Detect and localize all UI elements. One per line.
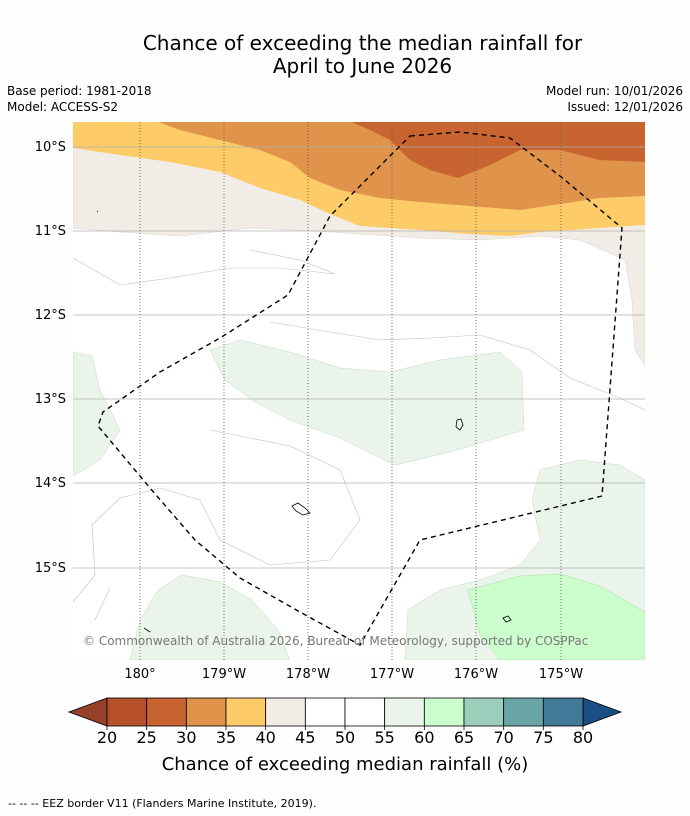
longitude-labels: 180° 179°W 178°W 177°W 176°W 175°W: [124, 667, 583, 682]
lon-label: 180°: [124, 667, 155, 682]
colorbar-tick-label: 30: [176, 728, 196, 747]
colorbar-tick-label: 45: [295, 728, 315, 747]
island-central: [291, 502, 311, 516]
shade-55-60-west: [73, 351, 121, 477]
lon-label: 175°W: [539, 667, 583, 682]
colorbar-segment: [423, 697, 465, 727]
model-name: Model: ACCESS-S2: [7, 100, 119, 114]
base-period: Base period: 1981-2018: [7, 84, 152, 98]
island-southwest: [143, 627, 151, 633]
islands: [96, 210, 512, 633]
colorbar-tick-label: 35: [216, 728, 236, 747]
colorbar-segment: [146, 697, 187, 727]
colorbar-segment: [304, 697, 346, 727]
lon-label: 179°W: [202, 667, 246, 682]
colorbar-segment: [463, 697, 505, 727]
colorbar-segment: [106, 697, 148, 727]
colorbar-tick-label: 20: [97, 728, 117, 747]
colorbar-tick-label: 60: [414, 728, 434, 747]
colorbar-tick-label: 75: [533, 728, 553, 747]
colorbar-segment: [503, 697, 544, 727]
colorbar-tick-label: 25: [136, 728, 156, 747]
colorbar-segment: [265, 697, 306, 727]
colorbar-over-arrow: [582, 697, 623, 727]
island-south: [502, 615, 512, 623]
island-east: [455, 418, 464, 431]
colorbar-title: Chance of exceeding median rainfall (%): [161, 754, 529, 775]
issued-date: Issued: 12/01/2026: [567, 100, 683, 114]
colorbar-tick-label: 40: [255, 728, 275, 747]
model-run: Model run: 10/01/2026: [545, 84, 683, 98]
latitude-labels: 10°S 11°S 12°S 13°S 14°S 15°S: [35, 140, 66, 576]
footer-note: -- -- -- EEZ border V11 (Flanders Marine…: [8, 797, 317, 810]
copyright-text: © Commonwealth of Australia 2026, Bureau…: [83, 634, 588, 648]
lon-label: 178°W: [286, 667, 330, 682]
colorbar-segment: [225, 697, 267, 727]
colorbar-tick-label: 65: [454, 728, 474, 747]
lat-label: 10°S: [35, 140, 66, 155]
contour-lines: [73, 249, 645, 621]
colorbar-segment: [384, 697, 425, 727]
shade-25-30: [352, 122, 645, 178]
shade-55-60-southwest: [129, 574, 291, 660]
eez-border: [97, 131, 623, 646]
shade-55-60-central: [209, 339, 525, 466]
lon-label: 176°W: [454, 667, 498, 682]
probability-shading: [73, 122, 645, 660]
colorbar-under-arrow: [67, 697, 108, 727]
lat-label: 14°S: [35, 476, 66, 491]
colorbar-tick-label: 80: [573, 728, 593, 747]
colorbar-tick-label: 70: [493, 728, 513, 747]
colorbar-tick-label: 55: [374, 728, 394, 747]
lat-label: 15°S: [35, 561, 66, 576]
island-north: [96, 210, 99, 213]
colorbar-segment: [185, 697, 227, 727]
colorbar-segment: [542, 697, 584, 727]
lat-label: 13°S: [35, 392, 66, 407]
title-line-1: Chance of exceeding the median rainfall …: [142, 31, 583, 55]
colorbar-segment: [344, 697, 386, 727]
colorbar-tick-label: 50: [335, 728, 355, 747]
lat-label: 11°S: [35, 224, 66, 239]
latitude-gridlines: [73, 146, 645, 569]
lon-label: 177°W: [370, 667, 414, 682]
colorbar: 20 25 30 35 40 45 50 55 60 65 70 75 80: [67, 697, 623, 747]
lat-label: 12°S: [35, 308, 66, 323]
title-line-2: April to June 2026: [272, 54, 453, 78]
shade-60-65: [467, 573, 645, 660]
